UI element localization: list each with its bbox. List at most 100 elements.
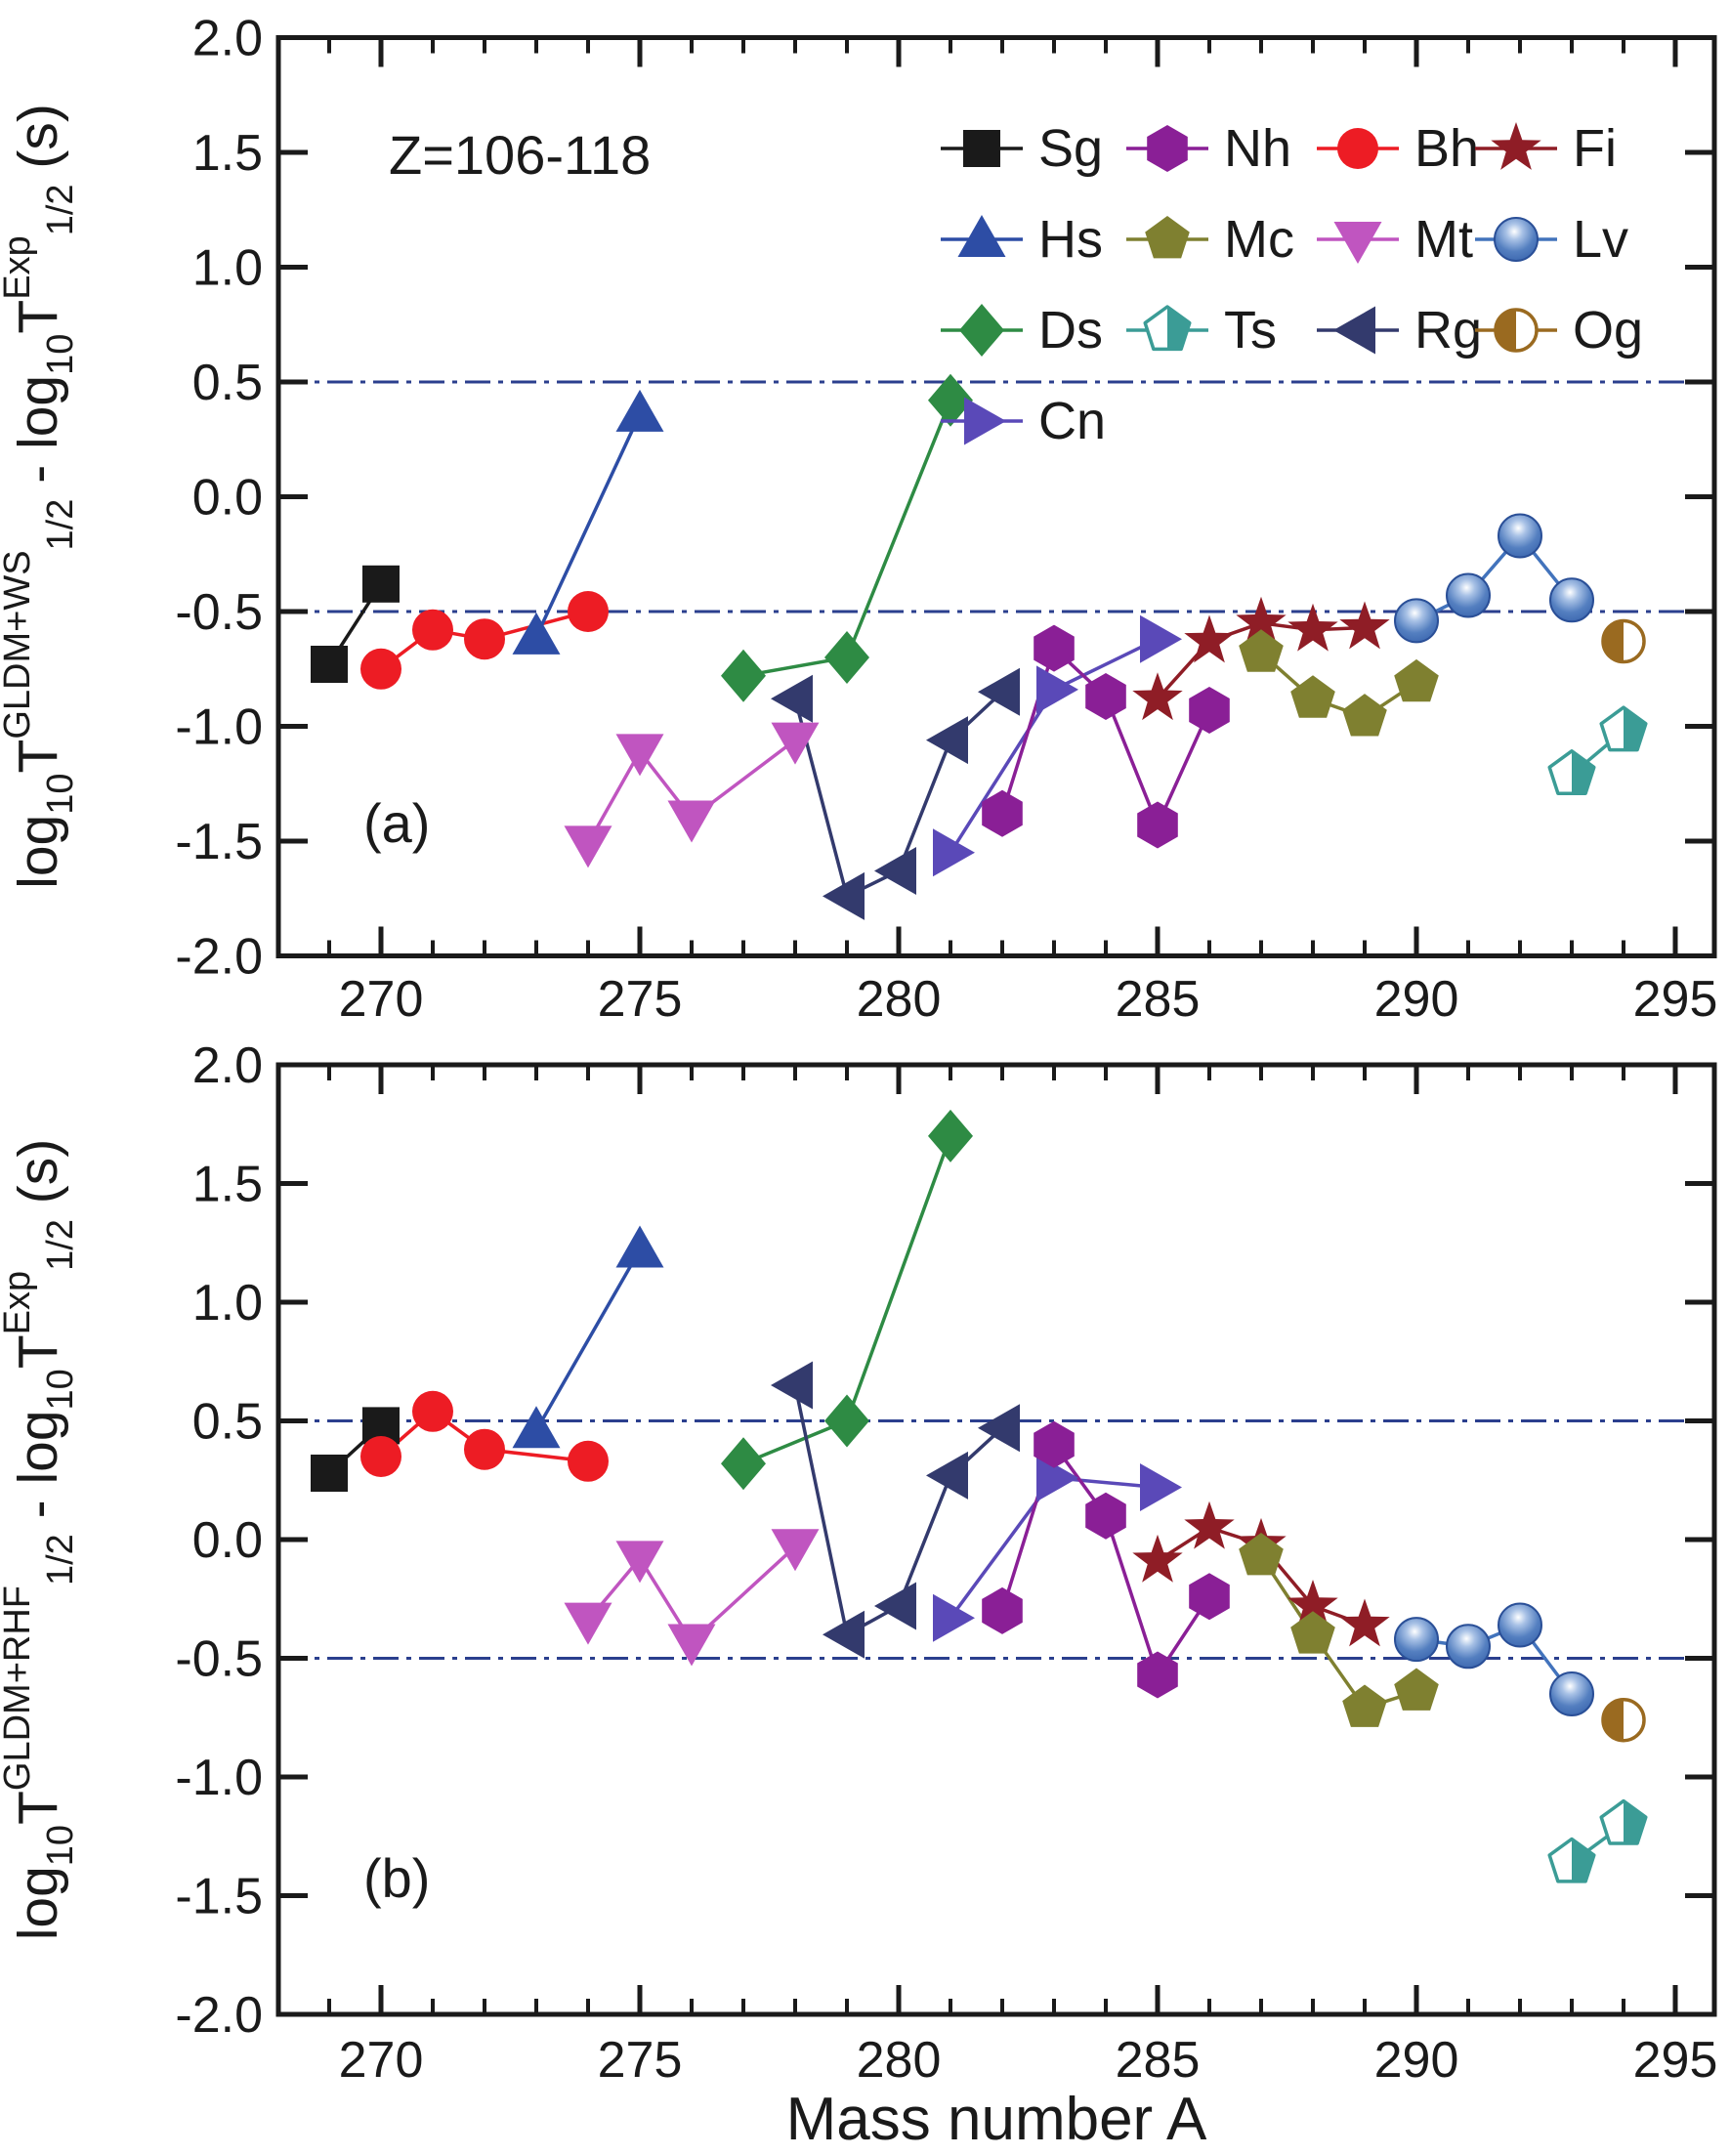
data-point-Bh-272 <box>464 618 505 660</box>
x-tick-label: 295 <box>1633 971 1718 1028</box>
data-point-Nh-286 <box>1189 1573 1230 1621</box>
data-point-Ds-281 <box>928 1109 973 1163</box>
data-point-Rg-279 <box>823 871 865 920</box>
legend-item-Ts: Ts <box>1126 301 1277 359</box>
data-point-Ts-294 <box>1599 705 1648 752</box>
data-point-Ds-279 <box>824 1394 869 1448</box>
y-tick-label: 1.5 <box>192 125 263 182</box>
data-point-Hs-273 <box>512 1406 561 1449</box>
data-point-Mc-287 <box>1239 629 1284 672</box>
y-tick-label: 1.5 <box>192 1157 263 1213</box>
legend-label: Fi <box>1573 119 1617 178</box>
y-tick-label: 1.0 <box>192 1275 263 1332</box>
data-point-Lv-293 <box>1549 1671 1594 1716</box>
legend-label: Lv <box>1573 210 1628 269</box>
data-point-Lv <box>1494 217 1539 262</box>
legend-label: Cn <box>1038 392 1106 450</box>
x-tick-label: 275 <box>598 971 683 1028</box>
data-point-Mc-288 <box>1290 675 1335 718</box>
series-lines <box>327 1135 1625 1864</box>
data-point-Bh-271 <box>412 609 453 651</box>
y-tick-label: -1.0 <box>175 1750 263 1806</box>
data-point-Mt <box>1333 222 1382 264</box>
panel-frame <box>275 1062 1717 2017</box>
y-tick-label: 2.0 <box>192 11 263 67</box>
data-point-Ds-277 <box>721 649 766 702</box>
data-point-Hs-275 <box>615 389 664 432</box>
panel-a-label: (a) <box>363 792 430 854</box>
y-tick-label: -1.5 <box>175 814 263 870</box>
data-point-Ts <box>1143 305 1192 352</box>
data-point-Hs-273 <box>512 612 561 655</box>
data-point-Mc-287 <box>1239 1533 1284 1576</box>
data-point-Mt-274 <box>564 825 612 868</box>
data-point-Lv-292 <box>1498 1602 1542 1648</box>
panel-b-label: (b) <box>363 1847 430 1909</box>
x-tick-label: 270 <box>339 971 424 1028</box>
data-point-Rg-280 <box>874 1582 916 1630</box>
data-point-Ds <box>959 304 1004 357</box>
data-point-Mt-278 <box>771 722 820 765</box>
data-point-Cn-285 <box>1140 1463 1182 1511</box>
data-point-Cn-283 <box>1036 665 1078 714</box>
y-tick-label: -0.5 <box>175 584 263 641</box>
legend-label: Nh <box>1224 119 1291 178</box>
y-tick-label: 0.5 <box>192 1394 263 1451</box>
series-line-Mc <box>1259 651 1417 720</box>
data-point-Lv-290 <box>1394 598 1439 644</box>
data-point-Nh-284 <box>1085 673 1126 720</box>
data-point-Fi-285 <box>1132 1534 1183 1583</box>
legend-label: Mt <box>1414 210 1473 269</box>
x-tick-label: 275 <box>598 2032 683 2089</box>
legend-label: Rg <box>1414 301 1482 359</box>
legend-item-Rg: Rg <box>1317 301 1482 359</box>
x-tick-label: 280 <box>857 971 942 1028</box>
y-tick-label: 0.5 <box>192 355 263 411</box>
data-point-Rg <box>1333 306 1375 355</box>
data-point-Bh-270 <box>360 1436 401 1477</box>
data-point-Og-294 <box>1601 618 1646 664</box>
series-markers <box>311 1109 1648 1883</box>
data-point-Bh-270 <box>360 648 401 690</box>
legend-item-Sg: Sg <box>941 119 1103 178</box>
legend-label: Ds <box>1038 301 1103 359</box>
data-point-Nh-284 <box>1085 1492 1126 1540</box>
series-line-Mt <box>586 1545 797 1645</box>
legend-item-Hs: Hs <box>941 210 1103 269</box>
data-point-Fi-286 <box>1184 1501 1235 1549</box>
data-point-Ds-279 <box>824 631 869 684</box>
legend-label: Ts <box>1224 301 1277 359</box>
data-point-Og <box>1494 308 1539 353</box>
series-line-Lv <box>1415 532 1574 622</box>
data-point-Cn-281 <box>933 828 975 877</box>
data-point-Cn-285 <box>1140 614 1182 663</box>
data-point-Lv-291 <box>1446 1624 1491 1670</box>
data-point-Hs-275 <box>615 1225 664 1268</box>
y-tick-label: -0.5 <box>175 1631 263 1688</box>
series-markers <box>311 373 1648 920</box>
data-point-Mt-276 <box>667 800 716 843</box>
y-tick-label: 2.0 <box>192 1037 263 1094</box>
data-point-Lv-291 <box>1446 572 1491 618</box>
panel-b: 2.0 1.5 1.0 0.5 0.0 -0.5 -1.0 -1.5 -2.0 270 275 280… <box>0 1037 1717 2089</box>
data-point-Fi-286 <box>1184 614 1235 663</box>
series-line-Cn <box>949 1475 1159 1620</box>
data-point-Bh <box>1337 128 1378 169</box>
legend-item-Cn: Cn <box>941 392 1106 450</box>
data-point-Sg <box>963 130 1000 167</box>
legend-item-Mc: Mc <box>1126 210 1294 269</box>
data-point-Fi-289 <box>1339 1598 1390 1647</box>
legend-label: Hs <box>1038 210 1103 269</box>
y-tick-label: -1.5 <box>175 1869 263 1925</box>
data-point-Nh-283 <box>1034 1420 1075 1468</box>
data-point-Rg-282 <box>978 1404 1020 1453</box>
data-point-Mt-278 <box>771 1529 820 1572</box>
data-point-Fi-289 <box>1339 601 1390 650</box>
y-tick-label: -2.0 <box>175 929 263 986</box>
y-axis-title-a: log10TGLDM+WS1/2 - log10TExp1/2 (s) <box>0 104 81 889</box>
x-tick-label: 285 <box>1116 971 1201 1028</box>
legend-item-Mt: Mt <box>1317 210 1473 269</box>
data-point-Bh-271 <box>412 1390 453 1432</box>
data-point-Og-294 <box>1601 1697 1646 1743</box>
